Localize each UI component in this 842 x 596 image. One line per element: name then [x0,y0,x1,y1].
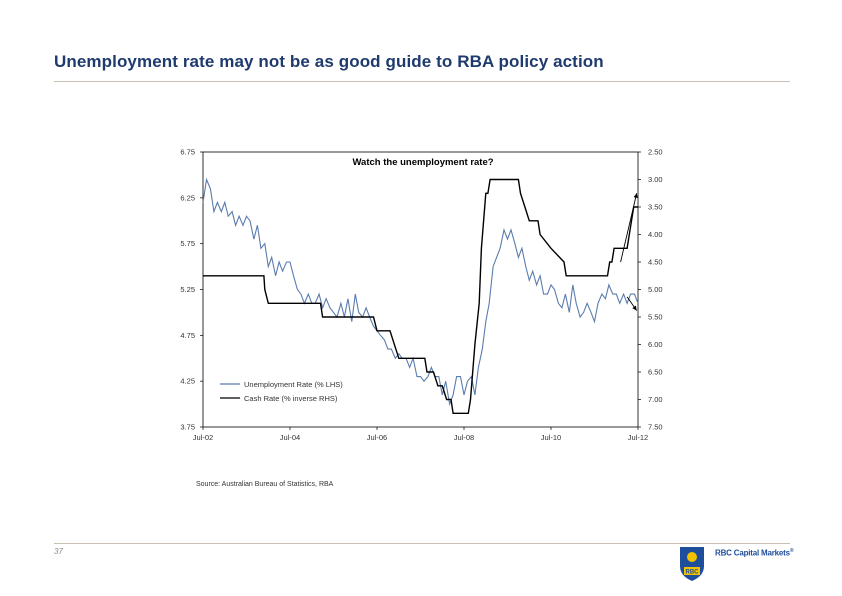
x-tick-label: Jul-02 [193,433,213,442]
left-tick-label: 3.75 [180,423,195,432]
legend: Unemployment Rate (% LHS) Cash Rate (% i… [220,380,343,403]
title-divider [54,81,790,82]
chart-title: Watch the unemployment rate? [352,157,493,168]
brand-name: RBC Capital Markets® [715,548,794,558]
left-tick-label: 5.75 [180,239,195,248]
x-tick-label: Jul-06 [367,433,387,442]
right-tick-label: 6.50 [648,368,663,377]
right-tick-label: 2.50 [648,148,663,157]
left-tick-label: 5.25 [180,285,195,294]
x-tick-label: Jul-04 [280,433,300,442]
slide-title: Unemployment rate may not be as good gui… [54,52,604,71]
legend-label-unemployment: Unemployment Rate (% LHS) [244,380,343,389]
right-tick-label: 4.50 [648,258,663,267]
source-note: Source: Australian Bureau of Statistics,… [196,481,334,488]
right-tick-label: 7.50 [648,423,663,432]
right-tick-label: 5.50 [648,313,663,322]
brand-logo: RBC RBC Capital Markets® [678,546,796,582]
x-tick-label: Jul-10 [541,433,561,442]
unemployment-rate-line [202,177,639,407]
legend-label-cash-rate: Cash Rate (% inverse RHS) [244,394,338,403]
right-tick-label: 7.00 [648,395,663,404]
footer-divider [54,543,790,544]
cash-rate-trend-arrow [620,193,638,263]
right-tick-label: 3.00 [648,175,663,184]
x-tick-label: Jul-08 [454,433,474,442]
right-tick-label: 4.00 [648,230,663,239]
left-tick-label: 6.75 [180,148,195,157]
left-tick-label: 4.75 [180,331,195,340]
unemployment-arrowhead [632,305,637,311]
right-axis-ticks: 2.50 3.00 3.50 4.00 4.50 5.00 5.50 6.00 6.50 7.00… [638,148,663,432]
left-tick-label: 4.25 [180,377,195,386]
series-layer [202,177,639,414]
logo-text: RBC [686,570,700,576]
page-number: 37 [54,547,63,556]
left-axis-ticks: 3.75 4.25 4.75 5.25 5.75 6.25 6.75 [180,148,203,432]
cash-rate-line [203,178,638,414]
x-axis-ticks: Jul-02 Jul-04 Jul-06 Jul-08 Jul-10 Jul-12 [193,427,648,442]
right-tick-label: 6.00 [648,340,663,349]
cash-rate-arrowhead [633,193,638,199]
left-tick-label: 6.25 [180,193,195,202]
right-tick-label: 3.50 [648,203,663,212]
x-tick-label: Jul-12 [628,433,648,442]
rbc-lion-shield-icon: RBC [680,547,704,581]
right-tick-label: 5.00 [648,285,663,294]
